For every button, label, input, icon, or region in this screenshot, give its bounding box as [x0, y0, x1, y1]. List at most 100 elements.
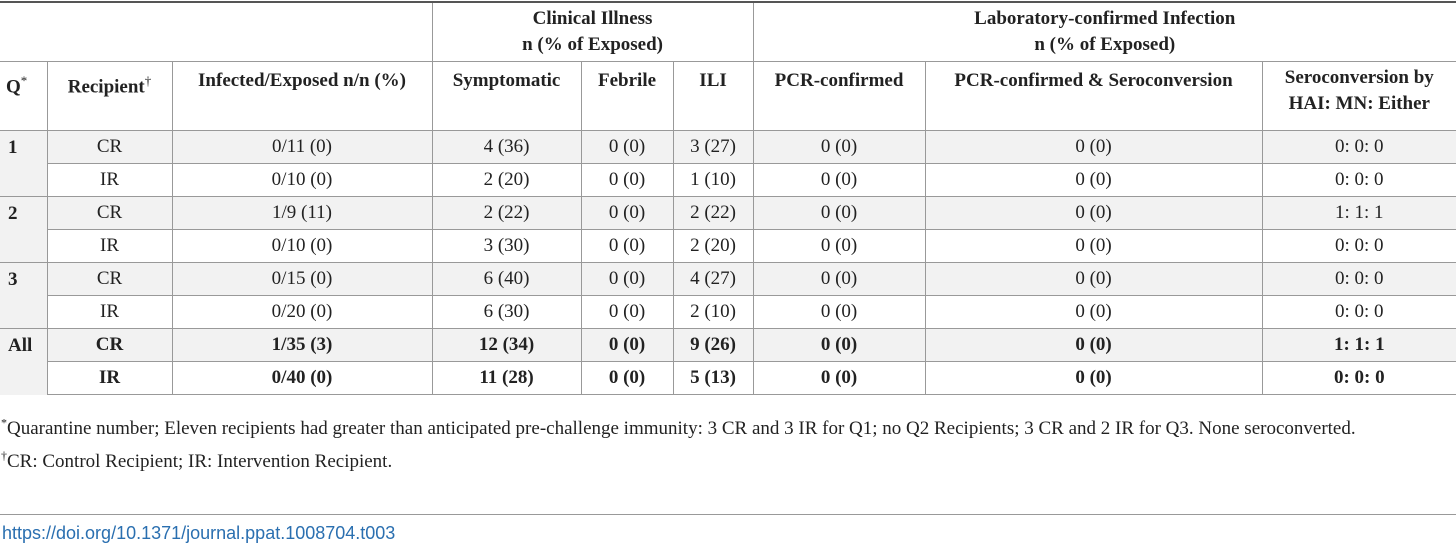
febrile-cell: 0 (0) — [581, 196, 674, 230]
symptomatic-cell: 11 (28) — [432, 361, 582, 395]
table-row: IR 0/10 (0) 2 (20) 0 (0) 1 (10) 0 (0) 0 (0) 0: … — [0, 163, 1456, 197]
sero-cell: 0: 0: 0 — [1262, 163, 1456, 197]
col-pcr-sero: PCR-confirmed & Seroconversion — [925, 61, 1263, 131]
symptomatic-cell: 6 (30) — [432, 295, 582, 329]
symptomatic-cell: 3 (30) — [432, 229, 582, 263]
recipient-cell: IR — [47, 295, 173, 329]
table-row: IR 0/10 (0) 3 (30) 0 (0) 2 (20) 0 (0) 0 (0) 0: … — [0, 229, 1456, 263]
pcr-sero-cell: 0 (0) — [925, 163, 1263, 197]
ili-cell: 5 (13) — [673, 361, 754, 395]
symptomatic-cell: 6 (40) — [432, 262, 582, 296]
pcr-cell: 0 (0) — [753, 295, 926, 329]
clinical-subtitle: n (% of Exposed) — [522, 34, 663, 55]
group-header-lab: Laboratory-confirmed Infection n (% of E… — [753, 1, 1456, 62]
infected-cell: 0/10 (0) — [172, 229, 433, 263]
clinical-title: Clinical Illness — [532, 8, 653, 29]
col-infected: Infected/Exposed n/n (%) — [172, 61, 433, 131]
col-symptomatic: Symptomatic — [432, 61, 582, 131]
group-header-blank — [0, 1, 433, 62]
col-pcr: PCR-confirmed — [753, 61, 926, 131]
recipient-cell: IR — [47, 163, 173, 197]
febrile-cell: 0 (0) — [581, 229, 674, 263]
recipient-cell: CR — [47, 328, 173, 362]
symptomatic-cell: 12 (34) — [432, 328, 582, 362]
sero-cell: 0: 0: 0 — [1262, 262, 1456, 296]
table-body: 1 CR 0/11 (0) 4 (36) 0 (0) 3 (27) 0 (0) 0 (0) 0:… — [0, 130, 1456, 395]
lab-title: Laboratory-confirmed Infection — [974, 8, 1236, 29]
pcr-cell: 0 (0) — [753, 163, 926, 197]
sero-cell: 0: 0: 0 — [1262, 130, 1456, 164]
infected-cell: 0/40 (0) — [172, 361, 433, 395]
results-table: Clinical Illness n (% of Exposed) Labora… — [0, 1, 1456, 395]
febrile-cell: 0 (0) — [581, 361, 674, 395]
table-row: 1 CR 0/11 (0) 4 (36) 0 (0) 3 (27) 0 (0) 0 (0) 0:… — [0, 130, 1456, 197]
symptomatic-cell: 2 (20) — [432, 163, 582, 197]
table-row: All CR 1/35 (3) 12 (34) 0 (0) 9 (26) 0 (0) 0 (0… — [0, 328, 1456, 395]
table-row: IR 0/40 (0) 11 (28) 0 (0) 5 (13) 0 (0) 0 (0) 0:… — [0, 361, 1456, 395]
results-table-container: Clinical Illness n (% of Exposed) Labora… — [0, 1, 1456, 395]
footnotes: *Quarantine number; Eleven recipients ha… — [1, 412, 1451, 478]
col-sero: Seroconversion by HAI: MN: Either — [1262, 61, 1456, 131]
pcr-sero-cell: 0 (0) — [925, 295, 1263, 329]
infected-cell: 1/35 (3) — [172, 328, 433, 362]
footnote-quarantine: *Quarantine number; Eleven recipients ha… — [1, 415, 1356, 439]
febrile-cell: 0 (0) — [581, 262, 674, 296]
doi-divider — [0, 514, 1456, 515]
pcr-sero-cell: 0 (0) — [925, 196, 1263, 230]
sero-cell: 1: 1: 1 — [1262, 196, 1456, 230]
column-header-row: Q* Recipient† Infected/Exposed n/n (%) S… — [0, 61, 1456, 131]
recipient-cell: CR — [47, 262, 173, 296]
sero-cell: 0: 0: 0 — [1262, 361, 1456, 395]
quarantine-cell: All — [0, 328, 48, 395]
symptomatic-cell: 2 (22) — [432, 196, 582, 230]
recipient-cell: IR — [47, 361, 173, 395]
ili-cell: 2 (22) — [673, 196, 754, 230]
symptomatic-cell: 4 (36) — [432, 130, 582, 164]
infected-cell: 1/9 (11) — [172, 196, 433, 230]
pcr-cell: 0 (0) — [753, 229, 926, 263]
recipient-cell: CR — [47, 130, 173, 164]
col-febrile: Febrile — [581, 61, 674, 131]
ili-cell: 9 (26) — [673, 328, 754, 362]
pcr-sero-cell: 0 (0) — [925, 130, 1263, 164]
ili-cell: 1 (10) — [673, 163, 754, 197]
febrile-cell: 0 (0) — [581, 163, 674, 197]
febrile-cell: 0 (0) — [581, 328, 674, 362]
pcr-cell: 0 (0) — [753, 328, 926, 362]
pcr-cell: 0 (0) — [753, 361, 926, 395]
pcr-sero-cell: 0 (0) — [925, 262, 1263, 296]
group-header-row: Clinical Illness n (% of Exposed) Labora… — [0, 1, 1456, 62]
ili-cell: 3 (27) — [673, 130, 754, 164]
pcr-cell: 0 (0) — [753, 196, 926, 230]
col-q: Q* — [0, 61, 48, 131]
pcr-sero-cell: 0 (0) — [925, 361, 1263, 395]
infected-cell: 0/10 (0) — [172, 163, 433, 197]
quarantine-cell: 3 — [0, 262, 48, 329]
col-recipient: Recipient† — [47, 61, 173, 131]
infected-cell: 0/15 (0) — [172, 262, 433, 296]
table-row: 2 CR 1/9 (11) 2 (22) 0 (0) 2 (22) 0 (0) 0 (0) 1:… — [0, 196, 1456, 263]
col-ili: ILI — [673, 61, 754, 131]
group-header-clinical: Clinical Illness n (% of Exposed) — [432, 1, 754, 62]
infected-cell: 0/20 (0) — [172, 295, 433, 329]
pcr-sero-cell: 0 (0) — [925, 229, 1263, 263]
pcr-cell: 0 (0) — [753, 130, 926, 164]
recipient-cell: IR — [47, 229, 173, 263]
ili-cell: 2 (20) — [673, 229, 754, 263]
lab-subtitle: n (% of Exposed) — [1034, 34, 1176, 55]
recipient-cell: CR — [47, 196, 173, 230]
ili-cell: 2 (10) — [673, 295, 754, 329]
febrile-cell: 0 (0) — [581, 295, 674, 329]
sero-cell: 1: 1: 1 — [1262, 328, 1456, 362]
quarantine-cell: 1 — [0, 130, 48, 197]
ili-cell: 4 (27) — [673, 262, 754, 296]
doi-link[interactable]: https://doi.org/10.1371/journal.ppat.100… — [2, 523, 396, 543]
febrile-cell: 0 (0) — [581, 130, 674, 164]
table-row: IR 0/20 (0) 6 (30) 0 (0) 2 (10) 0 (0) 0 (0) 0: … — [0, 295, 1456, 329]
sero-cell: 0: 0: 0 — [1262, 295, 1456, 329]
table-row: 3 CR 0/15 (0) 6 (40) 0 (0) 4 (27) 0 (0) 0 (0) 0:… — [0, 262, 1456, 329]
pcr-cell: 0 (0) — [753, 262, 926, 296]
pcr-sero-cell: 0 (0) — [925, 328, 1263, 362]
quarantine-cell: 2 — [0, 196, 48, 263]
sero-cell: 0: 0: 0 — [1262, 229, 1456, 263]
